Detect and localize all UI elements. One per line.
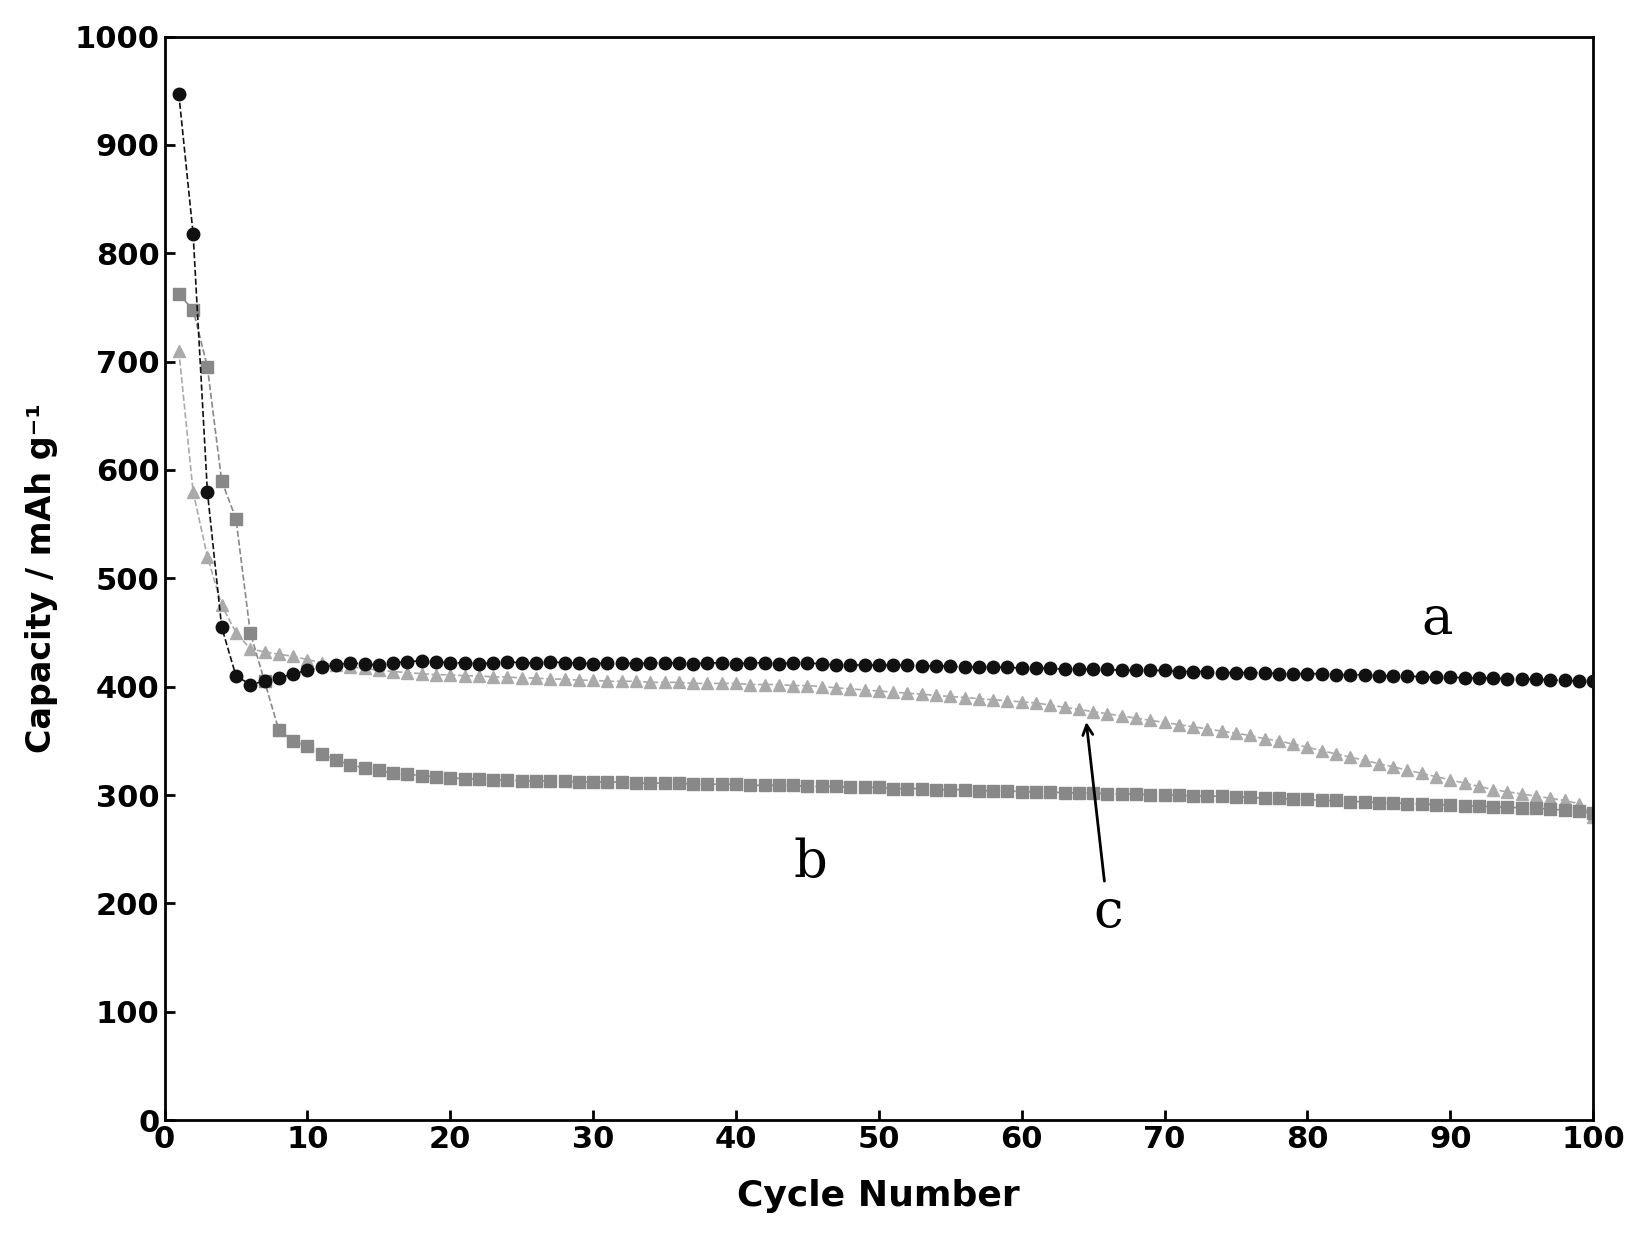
- X-axis label: Cycle Number: Cycle Number: [738, 1179, 1020, 1213]
- Text: c: c: [1082, 725, 1122, 937]
- Text: b: b: [794, 837, 827, 888]
- Text: a: a: [1422, 594, 1454, 645]
- Y-axis label: Capacity / mAh g⁻¹: Capacity / mAh g⁻¹: [25, 404, 58, 753]
